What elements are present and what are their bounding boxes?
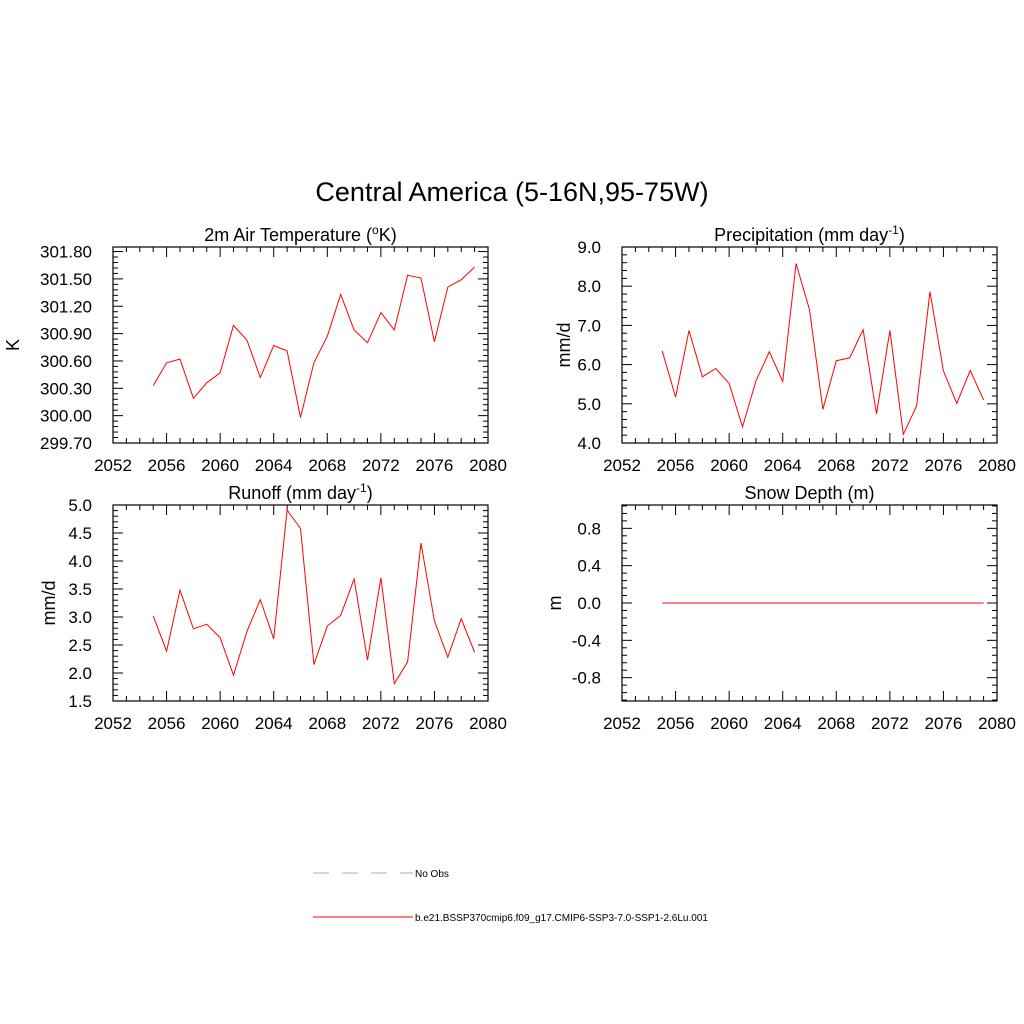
x-tick-label: 2072 bbox=[362, 714, 400, 733]
y-axis-label: mm/d bbox=[554, 323, 574, 368]
panel-title: Precipitation (mm day-1) bbox=[714, 223, 905, 245]
x-tick-label: 2076 bbox=[925, 456, 963, 475]
x-tick-label: 2064 bbox=[255, 456, 293, 475]
series-line bbox=[661, 263, 985, 437]
y-tick-label: 300.90 bbox=[40, 325, 92, 344]
x-tick-label: 2052 bbox=[94, 456, 132, 475]
y-tick-label: 0.0 bbox=[577, 594, 601, 613]
x-tick-label: 2072 bbox=[871, 456, 909, 475]
x-tick-label: 2064 bbox=[764, 714, 802, 733]
y-tick-label: 300.00 bbox=[40, 407, 92, 426]
y-tick-label: 9.0 bbox=[577, 238, 601, 257]
x-tick-label: 2068 bbox=[817, 456, 855, 475]
y-axis-label: mm/d bbox=[39, 581, 59, 626]
panels: 2m Air Temperature (oK) K 2052 2056 2060 2064… bbox=[3, 223, 1016, 733]
panel-title-text: Snow Depth (m) bbox=[744, 483, 874, 503]
x-tick-label: 2068 bbox=[817, 714, 855, 733]
y-tick-label: 6.0 bbox=[577, 356, 601, 375]
y-tick-label: 3.5 bbox=[68, 580, 92, 599]
y-tick-label: 3.0 bbox=[68, 608, 92, 627]
x-tick-label: 2072 bbox=[871, 714, 909, 733]
x-tick-label: 2080 bbox=[469, 714, 507, 733]
panel-2: Precipitation (mm day-1) mm/d 2052 2056 2060… bbox=[554, 223, 1016, 475]
y-tick-label: 1.5 bbox=[68, 692, 92, 711]
legend-label-1: No Obs bbox=[415, 869, 449, 880]
x-tick-label: 2052 bbox=[603, 714, 641, 733]
y-tick-label: 300.30 bbox=[40, 379, 92, 398]
y-tick-label: 301.20 bbox=[40, 297, 92, 316]
panel-1: 2m Air Temperature (oK) K 2052 2056 2060 2064… bbox=[3, 223, 507, 475]
x-tick-label: 2080 bbox=[469, 456, 507, 475]
panel-title-text: Runoff (mm day bbox=[228, 483, 356, 503]
panel-title: Snow Depth (m) bbox=[744, 483, 874, 503]
x-tick-label: 2068 bbox=[308, 714, 346, 733]
y-tick-label: 4.5 bbox=[68, 524, 92, 543]
x-tick-label: 2060 bbox=[710, 456, 748, 475]
legend-label-2: b.e21.BSSP370cmip6.f09_g17.CMIP6-SSP3-7.… bbox=[415, 913, 708, 924]
y-tick-label: -0.4 bbox=[572, 631, 601, 650]
y-tick-label: 301.80 bbox=[40, 243, 92, 262]
x-tick-label: 2060 bbox=[201, 714, 239, 733]
series-line bbox=[152, 508, 476, 686]
y-tick-label: 5.0 bbox=[577, 395, 601, 414]
panel-title-text: Precipitation (mm day bbox=[714, 225, 888, 245]
x-tick-label: 2052 bbox=[603, 456, 641, 475]
panel-title-suffix: K) bbox=[379, 225, 397, 245]
panel-title: Runoff (mm day-1) bbox=[228, 481, 372, 503]
y-tick-label: 5.0 bbox=[68, 496, 92, 515]
panel-title-superscript: -1 bbox=[888, 223, 899, 237]
x-tick-label: 2064 bbox=[764, 456, 802, 475]
y-tick-label: 8.0 bbox=[577, 277, 601, 296]
x-tick-label: 2056 bbox=[657, 714, 695, 733]
y-tick-label: 2.0 bbox=[68, 664, 92, 683]
x-tick-label: 2076 bbox=[925, 714, 963, 733]
y-tick-label: 0.8 bbox=[577, 519, 601, 538]
x-tick-label: 2064 bbox=[255, 714, 293, 733]
y-tick-label: 299.70 bbox=[40, 434, 92, 453]
y-axis-label: K bbox=[3, 339, 23, 351]
y-tick-label: 300.60 bbox=[40, 352, 92, 371]
figure-title: Central America (5-16N,95-75W) bbox=[315, 177, 708, 207]
panel-title-text: 2m Air Temperature ( bbox=[204, 225, 372, 245]
panel-title-suffix: ) bbox=[899, 225, 905, 245]
y-tick-label: -0.8 bbox=[572, 669, 601, 688]
panel-title-superscript: -1 bbox=[356, 481, 367, 495]
x-tick-label: 2056 bbox=[148, 714, 186, 733]
y-tick-label: 4.0 bbox=[577, 434, 601, 453]
y-tick-label: 4.0 bbox=[68, 552, 92, 571]
x-tick-label: 2060 bbox=[710, 714, 748, 733]
x-tick-label: 2060 bbox=[201, 456, 239, 475]
x-tick-label: 2056 bbox=[148, 456, 186, 475]
series-line bbox=[152, 266, 475, 418]
y-tick-label: 7.0 bbox=[577, 316, 601, 335]
x-tick-label: 2052 bbox=[94, 714, 132, 733]
x-tick-label: 2080 bbox=[978, 714, 1016, 733]
x-tick-label: 2076 bbox=[416, 456, 454, 475]
x-tick-label: 2056 bbox=[657, 456, 695, 475]
y-tick-label: 0.4 bbox=[577, 557, 601, 576]
panel-title: 2m Air Temperature (oK) bbox=[204, 223, 396, 245]
y-tick-label: 2.5 bbox=[68, 636, 92, 655]
panel-title-suffix: ) bbox=[367, 483, 373, 503]
y-tick-label: 301.50 bbox=[40, 270, 92, 289]
x-tick-label: 2076 bbox=[416, 714, 454, 733]
x-tick-label: 2068 bbox=[308, 456, 346, 475]
panel-4: Snow Depth (m) m 2052 2056 2060 2064 2068 2072 2… bbox=[545, 483, 1016, 733]
y-axis-label: m bbox=[545, 596, 565, 611]
x-tick-label: 2072 bbox=[362, 456, 400, 475]
legend: No Obs b.e21.BSSP370cmip6.f09_g17.CMIP6-S… bbox=[313, 869, 708, 924]
x-tick-label: 2080 bbox=[978, 456, 1016, 475]
panel-title-superscript: o bbox=[372, 223, 379, 237]
panel-3: Runoff (mm day-1) mm/d 2052 2056 2060 2064 206… bbox=[39, 481, 507, 733]
